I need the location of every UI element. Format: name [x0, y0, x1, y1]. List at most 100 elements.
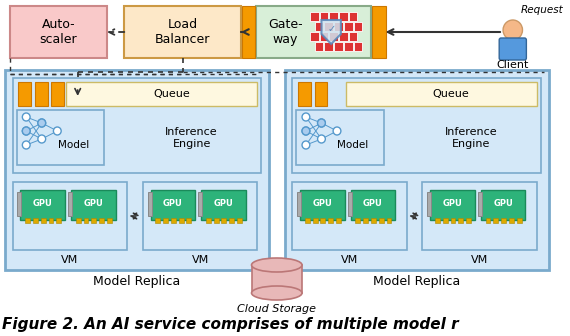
Bar — [221, 218, 226, 223]
Text: Model Replica: Model Replica — [373, 276, 460, 289]
Bar — [305, 218, 310, 223]
Text: Client: Client — [496, 60, 529, 70]
Bar — [324, 22, 333, 31]
Bar — [198, 192, 202, 216]
Bar — [156, 218, 160, 223]
Bar — [386, 218, 392, 223]
Circle shape — [22, 113, 30, 121]
Text: Request: Request — [520, 5, 563, 15]
Bar — [351, 190, 395, 220]
Circle shape — [302, 127, 310, 135]
Bar — [320, 32, 328, 41]
Text: Load
Balancer: Load Balancer — [155, 18, 210, 46]
Circle shape — [503, 20, 523, 40]
Text: Inference
Engine: Inference Engine — [445, 127, 498, 149]
Text: Gate-
way: Gate- way — [268, 18, 303, 46]
Text: Figure 2. An AI service comprises of multiple model r: Figure 2. An AI service comprises of mul… — [2, 317, 459, 332]
Bar — [242, 6, 255, 58]
Bar — [25, 218, 30, 223]
Circle shape — [317, 119, 325, 127]
Bar — [48, 218, 54, 223]
Bar — [292, 182, 407, 250]
Bar — [478, 192, 482, 216]
Bar — [66, 82, 258, 106]
Text: Cloud Storage: Cloud Storage — [237, 304, 316, 314]
Bar — [310, 12, 319, 21]
Bar — [320, 218, 325, 223]
Text: ✓: ✓ — [327, 24, 335, 34]
Bar — [443, 218, 447, 223]
Bar — [148, 192, 152, 216]
Circle shape — [54, 127, 61, 135]
Bar — [76, 218, 80, 223]
Bar — [481, 190, 526, 220]
Bar — [124, 6, 241, 58]
Bar — [171, 218, 176, 223]
Bar — [494, 218, 498, 223]
Text: GPU: GPU — [363, 200, 383, 209]
Bar — [17, 110, 104, 165]
Bar — [201, 190, 246, 220]
Text: Model: Model — [337, 140, 369, 151]
Bar — [328, 218, 333, 223]
Bar — [99, 218, 104, 223]
Bar — [68, 192, 72, 216]
Bar — [458, 218, 463, 223]
Circle shape — [317, 119, 325, 127]
Bar — [349, 12, 357, 21]
Text: GPU: GPU — [312, 200, 332, 209]
Bar — [91, 218, 96, 223]
Bar — [320, 12, 328, 21]
Bar — [13, 182, 127, 250]
Bar — [313, 218, 317, 223]
Bar — [336, 218, 341, 223]
Circle shape — [333, 127, 341, 135]
Circle shape — [302, 127, 310, 135]
Circle shape — [302, 141, 310, 149]
Bar — [237, 218, 242, 223]
Bar — [349, 32, 357, 41]
Bar — [310, 32, 319, 41]
Bar — [18, 82, 31, 106]
Text: VM: VM — [341, 255, 359, 265]
Bar — [348, 192, 352, 216]
FancyBboxPatch shape — [499, 38, 526, 60]
Bar — [33, 218, 38, 223]
Circle shape — [302, 113, 310, 121]
Bar — [346, 82, 537, 106]
Bar — [329, 32, 338, 41]
Bar — [422, 182, 537, 250]
Bar — [486, 218, 490, 223]
Bar — [509, 218, 514, 223]
Text: VM: VM — [471, 255, 488, 265]
Ellipse shape — [251, 286, 302, 300]
Circle shape — [22, 127, 30, 135]
Bar — [378, 218, 384, 223]
Bar — [435, 218, 440, 223]
Bar — [501, 218, 506, 223]
Bar — [142, 182, 258, 250]
Bar — [516, 218, 522, 223]
Ellipse shape — [251, 258, 302, 272]
Text: Model Replica: Model Replica — [93, 276, 181, 289]
Bar — [186, 218, 192, 223]
Bar — [284, 70, 549, 270]
Bar — [297, 192, 301, 216]
Bar — [363, 218, 368, 223]
Bar — [5, 70, 269, 270]
Text: Queue: Queue — [153, 89, 190, 99]
Bar — [298, 82, 311, 106]
Bar — [339, 32, 348, 41]
Circle shape — [38, 135, 46, 143]
Bar — [214, 218, 218, 223]
Bar — [428, 192, 431, 216]
Bar — [206, 218, 211, 223]
Bar — [356, 218, 360, 223]
Bar — [300, 190, 345, 220]
Text: Inference
Engine: Inference Engine — [165, 127, 218, 149]
Bar — [451, 218, 455, 223]
Bar — [229, 218, 234, 223]
Text: GPU: GPU — [83, 200, 103, 209]
Bar — [21, 190, 65, 220]
Bar — [371, 218, 376, 223]
